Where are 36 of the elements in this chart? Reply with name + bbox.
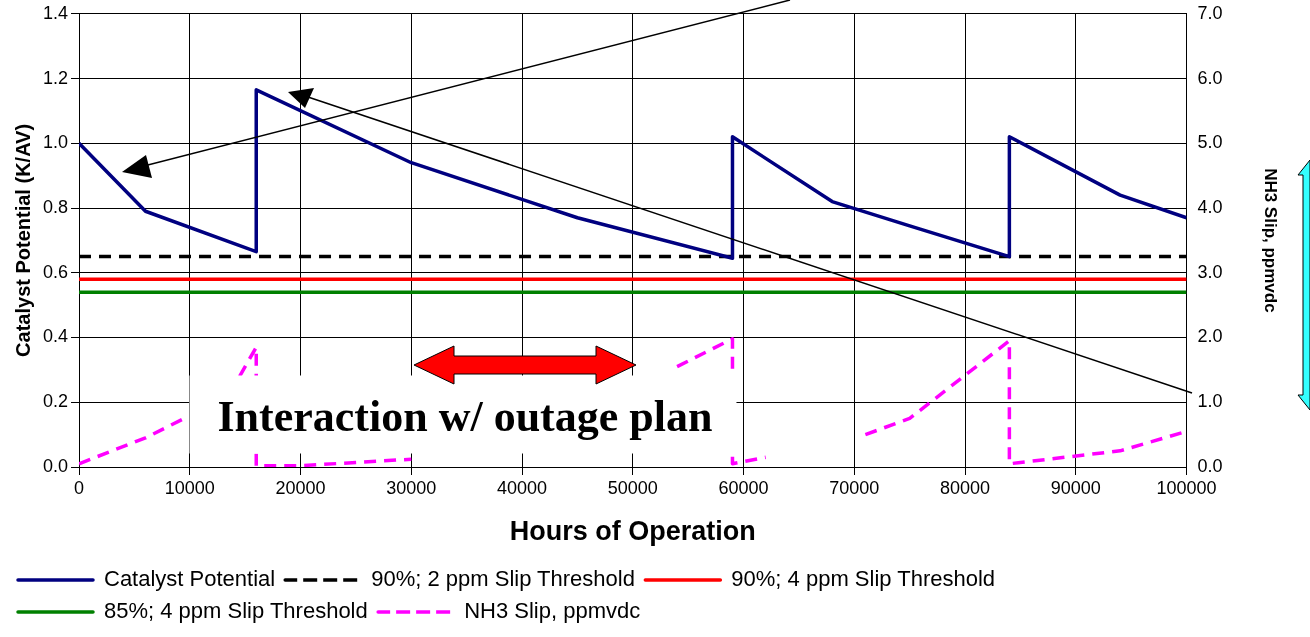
x-tick-label: 10000 [164, 477, 215, 498]
y2-tick-label: 0.0 [1197, 455, 1223, 476]
x-tick-label: 0 [74, 477, 85, 498]
annotation: Interaction w/ outage plan [217, 391, 713, 441]
y-tick-label: 1.4 [42, 2, 69, 23]
y-axis-title: Catalyst Potential (K/AV) [11, 123, 34, 357]
x-tick-label: 30000 [386, 477, 437, 498]
y-tick-label: 0.2 [42, 391, 69, 412]
legend-label: 85%; 4 ppm Slip Threshold [104, 598, 368, 624]
y-tick-label: 1.0 [42, 132, 69, 153]
legend-label: NH3 Slip, ppmvdc [464, 598, 641, 624]
x-axis-title: Hours of Operation [509, 516, 756, 547]
y-tick-label: 0.8 [42, 197, 69, 217]
x-tick-label: 90000 [1050, 477, 1101, 498]
y2-tick-label: 7.0 [1197, 2, 1223, 23]
y-tick-label: 0.0 [42, 455, 69, 476]
y-tick-label: 1.2 [42, 67, 69, 88]
legend-label: 90%; 4 ppm Slip Threshold [731, 566, 996, 592]
y2-tick-label: 4.0 [1197, 197, 1223, 217]
y2-tick-label: 2.0 [1197, 326, 1223, 347]
x-tick-label: 100000 [1156, 477, 1217, 498]
y-tick-label: 0.6 [42, 261, 69, 282]
x-tick-label: 60000 [718, 477, 769, 498]
y2-tick-label: 6.0 [1197, 67, 1223, 88]
x-tick-label: 80000 [940, 477, 991, 498]
y2-axis-title: NH3 Slip, ppmvdc [1261, 168, 1281, 313]
x-tick-label: 20000 [275, 477, 326, 498]
x-tick-label: 70000 [829, 477, 880, 498]
x-tick-label: 50000 [607, 477, 658, 498]
y2-tick-label: 5.0 [1197, 132, 1223, 153]
y2-tick-label: 3.0 [1197, 261, 1223, 282]
y-tick-label: 0.4 [42, 326, 69, 347]
x-tick-label: 40000 [497, 477, 548, 498]
legend-label: 90%; 2 ppm Slip Threshold [371, 566, 635, 592]
legend-label: Catalyst Potential [104, 566, 276, 592]
y2-tick-label: 1.0 [1197, 391, 1223, 412]
